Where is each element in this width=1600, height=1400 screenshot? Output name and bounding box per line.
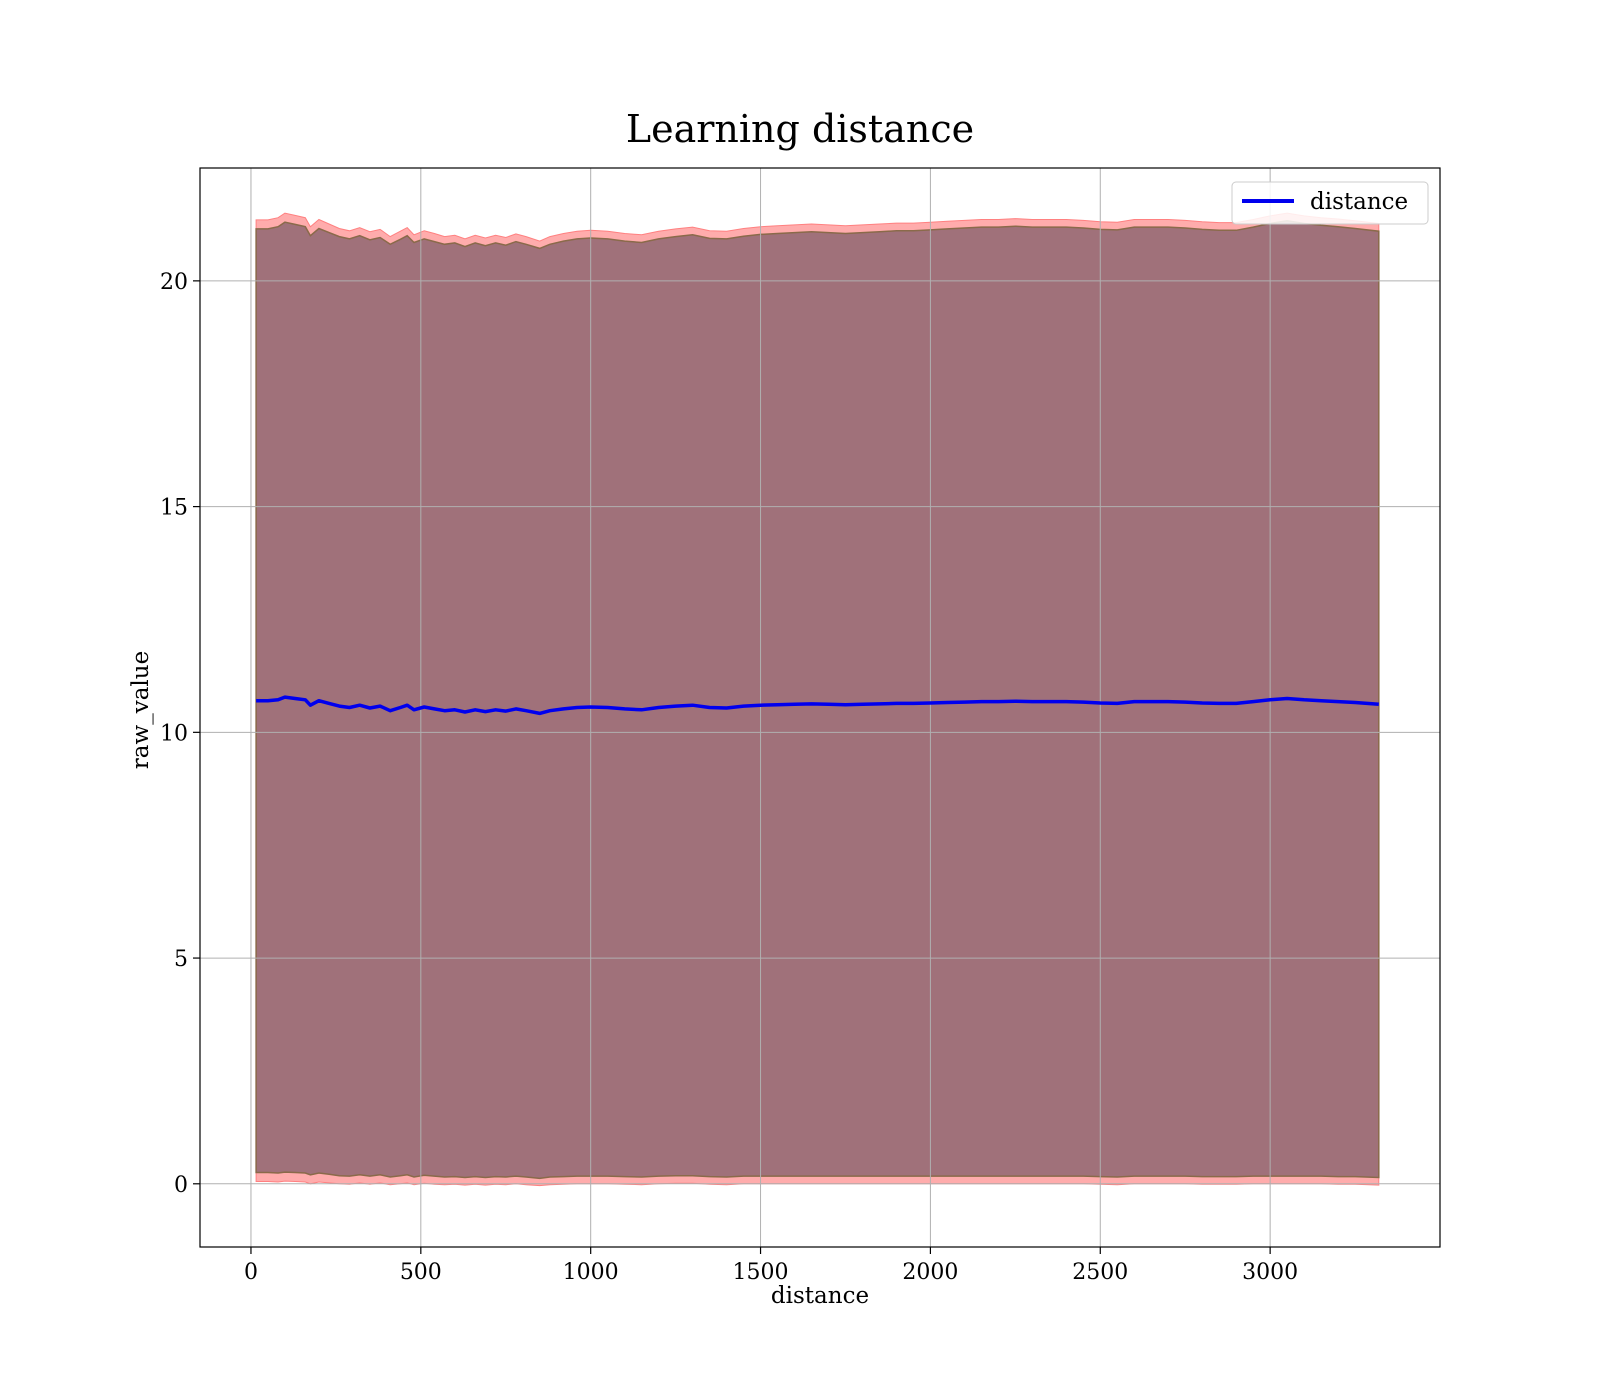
x-tick-label: 500 xyxy=(400,1260,442,1285)
x-tick-label: 2000 xyxy=(902,1260,958,1285)
chart-title: Learning distance xyxy=(626,107,974,151)
x-tick-label: 0 xyxy=(244,1260,258,1285)
x-tick-label: 2500 xyxy=(1072,1260,1128,1285)
y-tick-label: 10 xyxy=(160,721,188,746)
plot-frame xyxy=(199,167,1441,1248)
legend-box xyxy=(1231,181,1429,225)
y-axis-label: raw_value xyxy=(128,651,154,769)
plot-area xyxy=(199,167,1441,1248)
y-tick-label: 20 xyxy=(160,270,188,295)
legend-label-distance: distance xyxy=(1310,189,1408,215)
x-axis-ticks: 0 500 1000 1500 2000 2500 3000 xyxy=(244,1247,1298,1285)
y-tick-label: 0 xyxy=(174,1173,188,1198)
x-tick-label: 1500 xyxy=(733,1260,789,1285)
x-axis-label: distance xyxy=(771,1283,869,1309)
confidence-bands xyxy=(255,212,1380,1187)
y-tick-label: 15 xyxy=(160,496,188,521)
series-lines xyxy=(256,695,1379,716)
y-tick-label: 5 xyxy=(174,947,188,972)
series-line-distance xyxy=(256,695,1379,716)
legend: distance xyxy=(1231,181,1429,225)
x-tick-label: 1000 xyxy=(563,1260,619,1285)
band-inner xyxy=(255,220,1380,1180)
x-tick-label: 3000 xyxy=(1242,1260,1298,1285)
y-axis-ticks: 0 5 10 15 20 xyxy=(160,270,200,1198)
